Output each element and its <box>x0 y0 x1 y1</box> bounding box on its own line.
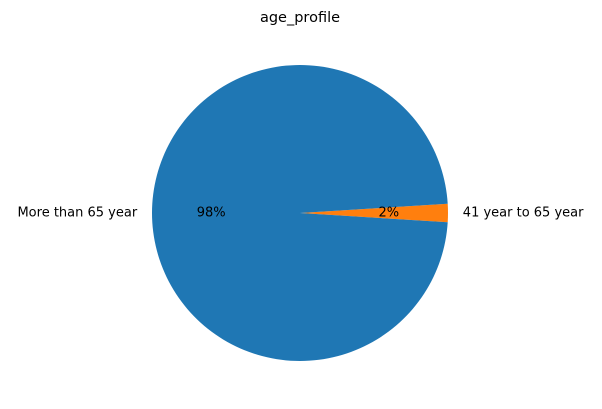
slice-percent-41-year-to-65-year: 2% <box>378 206 399 221</box>
chart-title: age_profile <box>260 10 340 26</box>
pie-slices <box>152 65 448 362</box>
pie-labels: 41 year to 65 year 2% More than 65 year 98% <box>17 206 584 221</box>
slice-label-41-year-to-65-year: 41 year to 65 year <box>463 206 584 221</box>
pie-slice-41-year-to-65-year <box>300 203 448 223</box>
pie-slice-more-than-65-year <box>152 65 448 362</box>
slice-percent-more-than-65-year: 98% <box>197 206 226 221</box>
slice-label-more-than-65-year: More than 65 year <box>17 206 137 221</box>
